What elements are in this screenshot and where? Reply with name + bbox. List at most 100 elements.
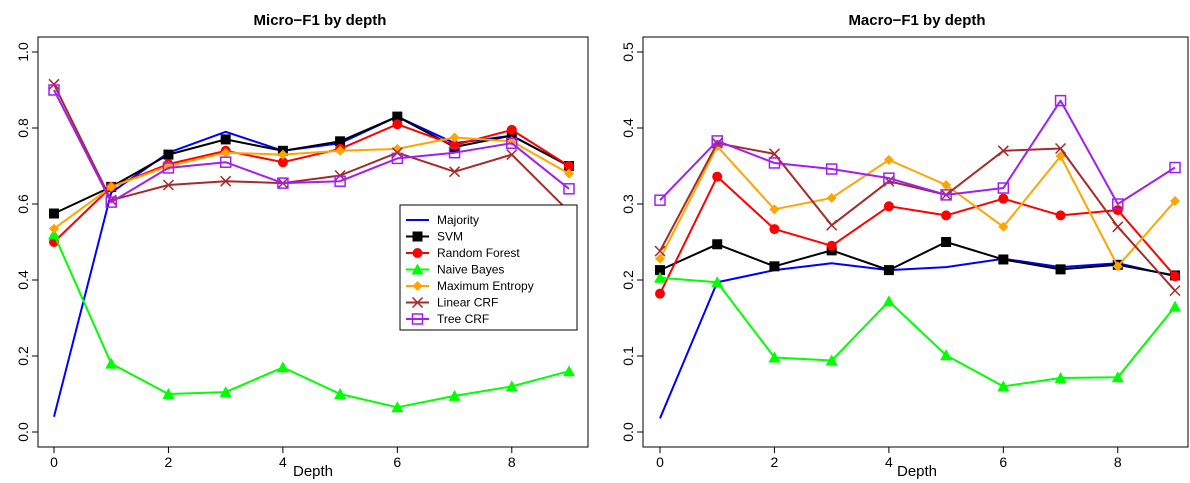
x-tick-label: 4	[885, 454, 893, 470]
data-point-naive-bayes	[105, 357, 118, 369]
data-point-tree-crf	[1112, 198, 1124, 210]
x-tick-label: 4	[279, 454, 287, 470]
y-tick-label: 0.2	[15, 346, 31, 366]
data-point-naive-bayes	[940, 349, 953, 361]
series-naive-bayes	[48, 228, 575, 413]
data-point-random-forest	[1055, 210, 1066, 221]
legend-label: Majority	[437, 213, 479, 227]
data-point-maximum-entropy	[769, 204, 780, 215]
legend-marker-naive-bayes	[411, 263, 424, 275]
data-point-svm	[220, 134, 231, 145]
series-line-tree-crf	[53, 89, 570, 204]
data-point-tree-crf	[219, 156, 232, 168]
data-point-tree-crf	[391, 152, 404, 165]
x-tick-label: 2	[771, 454, 779, 470]
data-point-tree-crf	[825, 163, 838, 175]
legend-item-tree-crf: Tree CRF	[406, 312, 489, 326]
x-tick-label: 6	[393, 454, 401, 470]
legend-label: Random Forest	[437, 246, 520, 260]
x-tick-label: 0	[656, 454, 664, 470]
data-point-naive-bayes	[391, 401, 404, 413]
legend-item-random-forest: Random Forest	[406, 246, 520, 260]
data-point-tree-crf	[162, 162, 175, 174]
data-point-svm	[655, 265, 665, 276]
data-point-random-forest	[564, 161, 574, 171]
data-point-random-forest	[1170, 271, 1180, 282]
data-point-random-forest	[392, 119, 403, 130]
series-line-naive-bayes	[659, 276, 1176, 388]
data-point-linear-crf	[506, 149, 518, 161]
data-point-maximum-entropy	[564, 168, 574, 179]
series-line-tree-crf	[659, 99, 1176, 205]
data-point-maximum-entropy	[392, 143, 403, 154]
data-point-tree-crf	[940, 189, 952, 201]
data-point-linear-crf	[449, 166, 461, 178]
data-point-svm	[712, 239, 723, 250]
macro-f1-axes: 0 2 4 6 8 0.0 0.1 0.2 0.3 0.4 0.5	[620, 42, 1122, 470]
data-point-svm	[769, 261, 780, 272]
data-point-maximum-entropy	[883, 154, 894, 165]
micro-f1-axes: 0 2 4 6 8 0.0 0.2 0.4 0.6 0.8 1.0	[15, 42, 516, 470]
data-point-maximum-entropy	[49, 223, 59, 234]
data-point-linear-crf	[220, 175, 232, 187]
data-point-maximum-entropy	[826, 192, 837, 203]
data-point-tree-crf	[883, 172, 895, 184]
legend-label: Naive Bayes	[437, 263, 504, 277]
data-point-linear-crf	[1055, 142, 1067, 155]
data-point-tree-crf	[1054, 94, 1067, 107]
data-point-random-forest	[769, 224, 780, 235]
y-tick-label: 0.8	[15, 118, 31, 138]
data-point-naive-bayes	[505, 380, 518, 392]
series-line-linear-crf	[659, 142, 1176, 292]
data-point-tree-crf	[654, 194, 666, 206]
data-point-maximum-entropy	[335, 145, 346, 156]
data-point-random-forest	[506, 124, 517, 135]
series-random-forest	[655, 171, 1180, 299]
data-point-naive-bayes	[654, 271, 666, 283]
y-tick-label: 0.4	[15, 270, 31, 290]
legend: Majority SVM Random Forest Naive Bayes Maxim…	[399, 204, 578, 331]
data-point-tree-crf	[997, 182, 1010, 194]
y-tick-label: 0.3	[620, 194, 636, 214]
x-tick-label: 0	[50, 454, 58, 470]
legend-label: Maximum Entropy	[437, 279, 534, 293]
data-point-naive-bayes	[711, 276, 724, 288]
y-tick-label: 0.0	[620, 422, 636, 442]
legend-item-naive-bayes: Naive Bayes	[406, 263, 504, 277]
data-point-tree-crf	[563, 183, 575, 195]
legend-label: Tree CRF	[437, 312, 489, 326]
data-point-linear-crf	[162, 179, 174, 191]
data-point-random-forest	[277, 157, 288, 168]
series-naive-bayes	[654, 271, 1181, 392]
data-point-linear-crf	[1169, 285, 1181, 297]
data-point-naive-bayes	[48, 228, 60, 240]
data-point-linear-crf	[768, 148, 780, 160]
data-point-svm	[506, 130, 517, 141]
data-point-svm	[883, 265, 894, 276]
data-point-linear-crf	[1112, 221, 1124, 233]
legend-marker-maximum-entropy	[412, 281, 423, 291]
micro-f1-title: Micro−F1 by depth	[254, 12, 387, 29]
legend-marker-linear-crf	[411, 296, 424, 309]
data-point-random-forest	[941, 210, 952, 221]
y-tick-label: 0.6	[15, 194, 31, 214]
data-point-naive-bayes	[448, 389, 461, 401]
data-point-tree-crf	[768, 157, 781, 169]
data-point-maximum-entropy	[1170, 195, 1180, 206]
data-point-linear-crf	[997, 145, 1009, 157]
data-point-maximum-entropy	[220, 147, 231, 158]
y-tick-label: 0.5	[620, 42, 636, 62]
data-point-linear-crf	[654, 245, 666, 257]
x-tick-label: 8	[1114, 454, 1122, 470]
series-line-majority	[659, 257, 1176, 419]
data-point-naive-bayes	[1111, 371, 1124, 383]
data-point-naive-bayes	[1054, 372, 1067, 384]
data-point-svm	[49, 208, 59, 219]
data-point-naive-bayes	[882, 295, 895, 307]
legend-item-maximum-entropy: Maximum Entropy	[406, 279, 534, 293]
legend-box	[399, 204, 578, 331]
data-point-random-forest	[1112, 205, 1123, 216]
series-linear-crf	[654, 137, 1181, 297]
data-point-tree-crf	[277, 177, 289, 189]
